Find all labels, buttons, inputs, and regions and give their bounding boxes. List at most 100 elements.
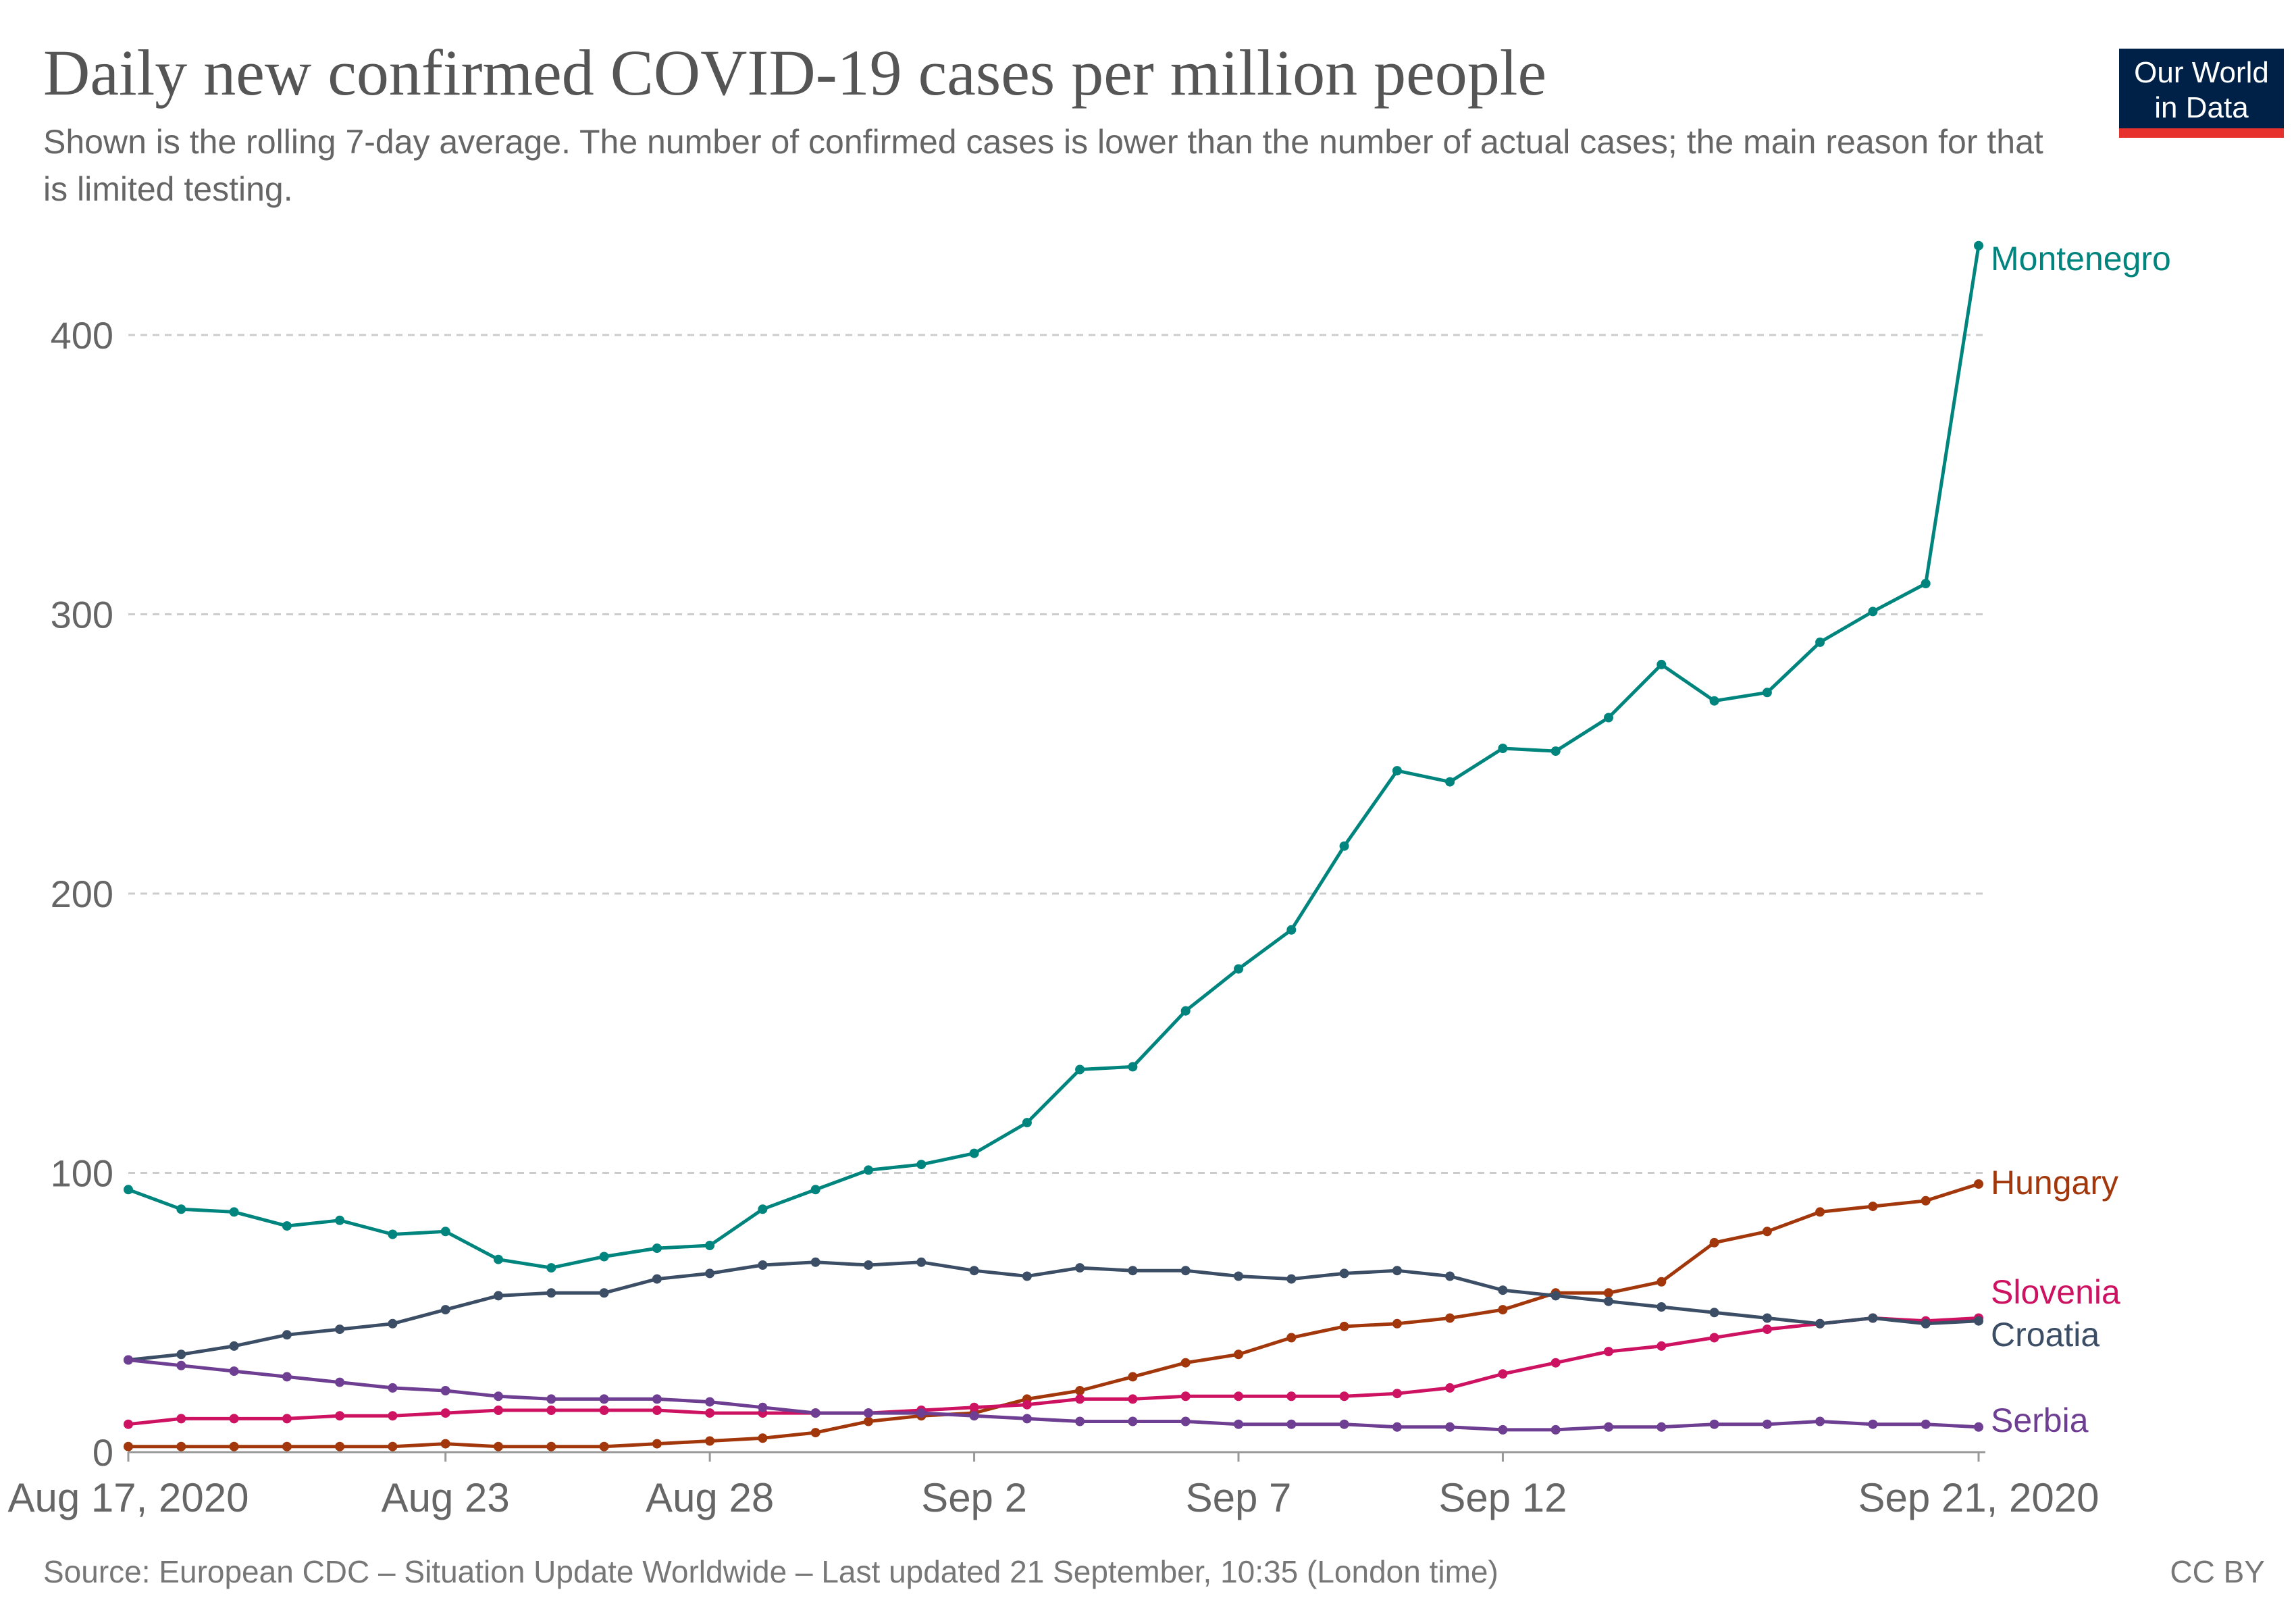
data-point-serbia xyxy=(1445,1422,1455,1432)
data-point-serbia xyxy=(916,1408,927,1418)
data-point-croatia xyxy=(1762,1313,1772,1323)
data-point-slovenia xyxy=(652,1406,662,1415)
series-croatia xyxy=(124,1257,1983,1365)
data-point-slovenia xyxy=(1445,1383,1455,1393)
series-line-slovenia xyxy=(126,1316,1981,1426)
data-point-serbia xyxy=(1762,1419,1772,1429)
data-point-montenegro xyxy=(652,1243,662,1254)
data-point-montenegro xyxy=(1604,713,1613,723)
data-point-serbia xyxy=(1234,1419,1243,1429)
data-point-serbia xyxy=(1498,1424,1508,1435)
data-point-croatia xyxy=(1392,1266,1402,1276)
data-point-hungary xyxy=(1762,1227,1772,1237)
source-note[interactable]: Source: European CDC – Situation Update … xyxy=(43,1554,1498,1589)
data-point-serbia xyxy=(388,1383,398,1393)
data-point-serbia xyxy=(1656,1422,1667,1432)
x-tick-label: Sep 2 xyxy=(921,1475,1027,1520)
series-label-serbia: Serbia xyxy=(1991,1401,2089,1439)
data-point-serbia xyxy=(335,1377,345,1387)
data-point-montenegro xyxy=(1234,964,1243,974)
data-point-slovenia xyxy=(335,1411,345,1421)
data-point-montenegro xyxy=(1339,841,1349,851)
data-point-montenegro xyxy=(546,1263,556,1273)
data-point-croatia xyxy=(282,1330,292,1340)
data-point-montenegro xyxy=(810,1185,820,1195)
data-point-montenegro xyxy=(494,1254,503,1264)
data-point-serbia xyxy=(1709,1419,1719,1429)
data-point-serbia xyxy=(1339,1419,1349,1429)
data-point-serbia xyxy=(1022,1414,1032,1424)
data-point-serbia xyxy=(1815,1416,1825,1426)
data-point-hungary xyxy=(758,1433,768,1443)
data-point-slovenia xyxy=(1762,1324,1772,1335)
data-point-slovenia xyxy=(1604,1347,1613,1357)
data-point-slovenia xyxy=(599,1406,609,1415)
data-point-slovenia xyxy=(388,1411,398,1421)
data-point-hungary xyxy=(864,1416,873,1426)
data-point-montenegro xyxy=(599,1252,609,1262)
data-point-hungary xyxy=(1604,1288,1613,1298)
data-point-serbia xyxy=(440,1386,450,1395)
owid-logo[interactable]: Our World in Data xyxy=(2119,49,2284,138)
data-point-croatia xyxy=(546,1288,556,1298)
data-point-croatia xyxy=(916,1257,927,1267)
data-point-montenegro xyxy=(124,1185,133,1195)
series-line-montenegro xyxy=(126,244,1981,1270)
data-point-croatia xyxy=(1180,1266,1191,1276)
data-point-montenegro xyxy=(1445,777,1455,787)
data-point-slovenia xyxy=(494,1406,503,1415)
data-point-croatia xyxy=(335,1324,345,1335)
data-point-hungary xyxy=(1392,1318,1402,1329)
data-point-croatia xyxy=(1550,1291,1561,1301)
data-point-hungary xyxy=(1498,1305,1508,1315)
data-point-montenegro xyxy=(1022,1118,1032,1128)
data-point-serbia xyxy=(1180,1416,1191,1426)
data-point-slovenia xyxy=(1656,1341,1667,1351)
license-link[interactable]: CC BY xyxy=(2170,1554,2265,1589)
data-point-slovenia xyxy=(705,1408,715,1418)
series-line-croatia xyxy=(126,1260,1981,1362)
series-slovenia xyxy=(124,1313,1983,1429)
data-point-montenegro xyxy=(1550,746,1561,756)
data-point-croatia xyxy=(1604,1296,1613,1306)
data-point-hungary xyxy=(1234,1349,1243,1360)
data-point-hungary xyxy=(705,1436,715,1446)
series-line-serbia xyxy=(126,1358,1981,1432)
data-point-serbia xyxy=(494,1391,503,1401)
data-point-croatia xyxy=(705,1268,715,1279)
data-point-croatia xyxy=(1128,1266,1138,1276)
data-point-serbia xyxy=(969,1411,979,1421)
data-point-serbia xyxy=(124,1355,133,1365)
data-point-hungary xyxy=(335,1441,345,1451)
grid-lines: 0 100 200 300 400 xyxy=(51,314,1985,1474)
data-point-croatia xyxy=(1974,1316,1983,1326)
data-point-croatia xyxy=(969,1266,979,1276)
data-point-serbia xyxy=(864,1408,873,1418)
data-point-hungary xyxy=(229,1441,239,1451)
data-point-montenegro xyxy=(864,1165,873,1175)
data-point-croatia xyxy=(810,1257,820,1267)
data-point-montenegro xyxy=(1868,607,1878,617)
chart-title: Daily new confirmed COVID-19 cases per m… xyxy=(43,36,1547,109)
series-label-slovenia: Slovenia xyxy=(1991,1273,2120,1311)
data-point-montenegro xyxy=(1075,1064,1085,1075)
data-point-hungary xyxy=(1868,1202,1878,1212)
series-labels: Montenegro Hungary Slovenia Croatia Serbia xyxy=(1991,240,2171,1439)
data-point-slovenia xyxy=(546,1406,556,1415)
data-point-croatia xyxy=(864,1260,873,1270)
data-point-serbia xyxy=(546,1394,556,1404)
data-point-hungary xyxy=(124,1441,133,1451)
data-point-montenegro xyxy=(969,1148,979,1158)
data-point-hungary xyxy=(1815,1207,1825,1217)
data-point-montenegro xyxy=(916,1160,927,1170)
data-point-croatia xyxy=(1921,1318,1931,1329)
series-label-montenegro: Montenegro xyxy=(1991,240,2171,278)
x-tick-label: Sep 21, 2020 xyxy=(1858,1475,2099,1520)
data-point-slovenia xyxy=(1234,1391,1243,1401)
data-point-serbia xyxy=(1974,1422,1983,1432)
data-point-croatia xyxy=(229,1341,239,1351)
data-point-croatia xyxy=(1445,1271,1455,1281)
data-point-serbia xyxy=(1550,1424,1561,1435)
data-point-montenegro xyxy=(282,1221,292,1231)
